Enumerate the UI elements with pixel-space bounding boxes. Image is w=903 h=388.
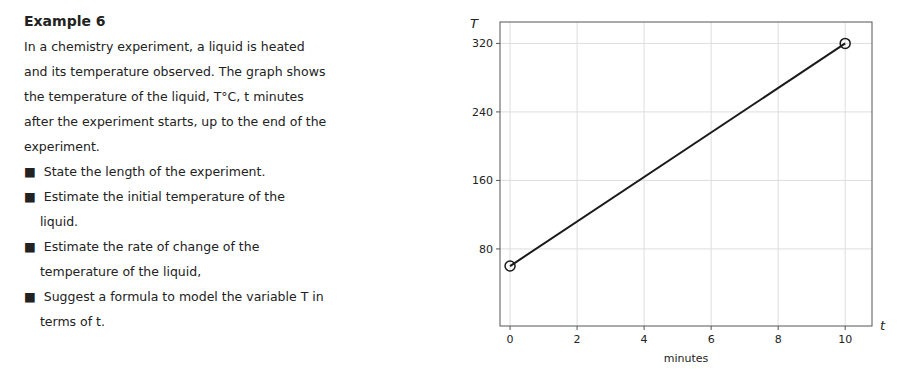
panel-text: the temperature of the liquid, T°C, t mi…	[24, 89, 304, 104]
tick-mark	[778, 326, 779, 330]
panel-text: In a chemistry experiment, a liquid is h…	[24, 39, 305, 54]
tick-label: 160	[472, 174, 493, 187]
tick-label: 8	[775, 333, 782, 346]
panel-text: after the experiment starts, up to the e…	[24, 114, 327, 129]
tick-label: 10	[838, 333, 852, 346]
tick-label: 80	[479, 243, 493, 256]
data	[505, 38, 850, 271]
tick-label: 0	[507, 333, 514, 346]
tick-label: 6	[708, 333, 715, 346]
grid-line	[500, 43, 872, 44]
tick-label: 320	[472, 37, 493, 50]
tick-mark	[496, 180, 500, 181]
data-line	[510, 43, 845, 266]
grid-line	[510, 22, 511, 326]
tick-mark	[496, 111, 500, 112]
grid-line	[500, 111, 872, 112]
panel-text: ■ Estimate the initial temperature of th…	[24, 189, 285, 204]
tick-mark	[496, 43, 500, 44]
panel-text: liquid.	[24, 214, 78, 229]
tick-mark	[711, 326, 712, 330]
grid-line	[500, 180, 872, 181]
grid	[500, 22, 872, 326]
data-point	[840, 38, 850, 48]
grid-line	[500, 248, 872, 249]
x-axis-label: t	[880, 318, 886, 333]
tick-mark	[644, 326, 645, 330]
panel-text: experiment.	[24, 139, 100, 154]
panel-text: ■ Suggest a formula to model the variabl…	[24, 289, 324, 304]
tick-mark	[496, 248, 500, 249]
tick-mark	[577, 326, 578, 330]
grid-line	[845, 22, 846, 326]
panel-text: ■ State the length of the experiment.	[24, 164, 265, 179]
panel-text: and its temperature observed. The graph …	[24, 64, 325, 79]
tick-mark	[845, 326, 846, 330]
grid-line	[778, 22, 779, 326]
axes: 0 2 4 6 8 10 80 160 240 320	[472, 22, 872, 346]
tick-mark	[510, 326, 511, 330]
y-axis-label: T	[470, 16, 479, 31]
tick-label: 4	[641, 333, 648, 346]
tick-label: 240	[472, 106, 493, 119]
tick-label: 2	[574, 333, 581, 346]
grid-line	[644, 22, 645, 326]
x-unit-label: minutes	[664, 352, 709, 365]
plot-frame	[500, 22, 872, 326]
data-point	[505, 261, 515, 271]
title: Example 6	[24, 13, 106, 29]
grid-line	[711, 22, 712, 326]
panel-text: terms of t.	[24, 314, 105, 329]
panel-text: temperature of the liquid,	[24, 264, 201, 279]
grid-line	[577, 22, 578, 326]
panel-text: ■ Estimate the rate of change of the	[24, 239, 260, 254]
